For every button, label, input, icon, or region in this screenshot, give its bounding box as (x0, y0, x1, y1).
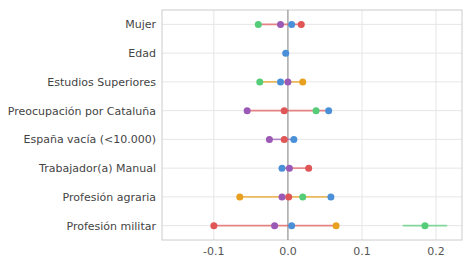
dot (281, 107, 288, 114)
dot (325, 107, 332, 114)
dot (299, 78, 306, 85)
dot (288, 21, 295, 28)
dot-series (244, 21, 293, 229)
dot (285, 193, 292, 200)
y-tick-label: Profesión agraria (63, 191, 156, 204)
x-grid-line (287, 10, 288, 240)
dot (298, 21, 305, 28)
dot-series (255, 21, 429, 229)
reference-line (287, 10, 288, 240)
dot (244, 107, 251, 114)
dot (210, 222, 217, 229)
dot (256, 78, 263, 85)
y-grid-line (162, 24, 462, 25)
x-tick-label: 0.2 (427, 245, 445, 258)
x-tick-label: 0.0 (279, 245, 297, 258)
y-grid-line (162, 225, 462, 226)
y-tick-label: España vacía (<10.000) (24, 133, 157, 146)
dot (277, 21, 284, 28)
dot (327, 193, 334, 200)
dot (299, 193, 306, 200)
y-tick-label: Mujer (125, 18, 156, 31)
dot-series (236, 78, 339, 229)
dot (282, 50, 289, 57)
chart: -0.1 0.0 0.1 0.2 Mujer Edad Estudios Superiore… (0, 0, 474, 266)
dot (421, 222, 428, 229)
plot-frame (162, 10, 462, 240)
y-grid-line (162, 196, 462, 197)
dot (255, 21, 262, 28)
y-tick-label: Preocupación por Cataluña (8, 105, 156, 118)
dot (333, 222, 340, 229)
dot (236, 193, 243, 200)
y-tick-label: Profesión militar (66, 220, 156, 233)
plot-area (210, 10, 447, 240)
dot (305, 165, 312, 172)
dot-series (210, 21, 312, 229)
dot (313, 107, 320, 114)
x-tick-label: 0.1 (353, 245, 371, 258)
x-tick-label: -0.1 (203, 245, 224, 258)
dot (284, 78, 291, 85)
y-grid-line (162, 139, 462, 140)
dot (266, 136, 273, 143)
dot (281, 136, 288, 143)
dot (271, 222, 278, 229)
x-grid-line (436, 10, 437, 240)
y-tick-label: Edad (128, 47, 156, 60)
dot-series (277, 21, 334, 229)
y-tick-label: Estudios Superiores (47, 76, 156, 89)
y-grid-line (162, 53, 462, 54)
dot (288, 222, 295, 229)
dot (286, 165, 293, 172)
dot (279, 193, 286, 200)
dot (277, 78, 284, 85)
grid (162, 10, 462, 240)
x-grid-line (362, 10, 363, 240)
y-grid-line (162, 81, 462, 82)
y-tick-label: Trabajador(a) Manual (38, 162, 156, 175)
x-grid-line (213, 10, 214, 240)
y-grid-line (162, 110, 462, 111)
dot (290, 136, 297, 143)
dot (279, 165, 286, 172)
